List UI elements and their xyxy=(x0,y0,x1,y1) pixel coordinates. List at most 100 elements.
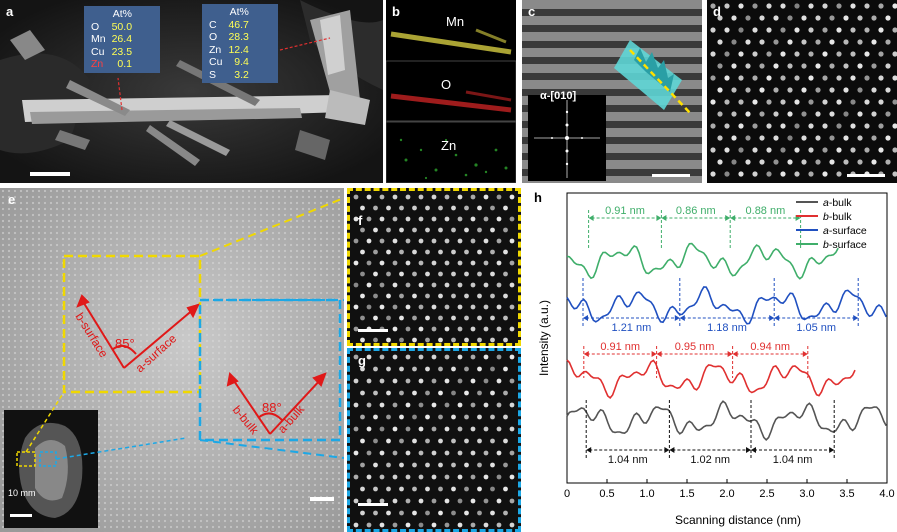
atom-dot xyxy=(373,510,378,516)
x-tick-label: 3.5 xyxy=(839,488,854,500)
atom-dot xyxy=(392,378,398,384)
atom-dot xyxy=(780,147,786,153)
atom-dot xyxy=(451,414,456,420)
atom-dot xyxy=(360,337,365,343)
atom-dot xyxy=(745,111,751,117)
atom-dot xyxy=(392,216,398,222)
atom-dot xyxy=(710,51,716,57)
atom-dot xyxy=(815,87,821,93)
atom-dot xyxy=(808,51,814,57)
atom-dot xyxy=(857,39,863,45)
atom-dot xyxy=(850,27,856,33)
atom-dot xyxy=(412,390,417,396)
atom-dot xyxy=(822,27,828,33)
atom-dot xyxy=(724,147,730,153)
atom-dot xyxy=(724,3,730,9)
atom-dot xyxy=(464,249,469,255)
spacing-label: 1.02 nm xyxy=(690,454,730,466)
atom-dot xyxy=(808,171,814,177)
panel-label: d xyxy=(713,4,721,19)
value: 46.7 xyxy=(228,18,249,31)
atom-dot xyxy=(405,216,411,222)
atom-dot xyxy=(509,522,515,528)
atom-dot xyxy=(360,510,365,516)
atom-dot xyxy=(477,271,482,277)
atom-dot xyxy=(418,450,424,456)
atom-dot xyxy=(787,159,793,165)
atom-dot xyxy=(360,315,365,321)
atom-dot xyxy=(360,205,365,211)
atom-dot xyxy=(878,99,884,105)
element: Zn xyxy=(209,43,222,56)
atom-dot xyxy=(470,378,476,384)
atom-dot xyxy=(850,123,856,129)
atom-dot xyxy=(425,249,430,255)
atom-dot xyxy=(425,293,430,299)
atom-dot xyxy=(405,326,411,332)
atom-dot xyxy=(353,450,359,456)
atom-dot xyxy=(451,271,456,277)
atom-dot xyxy=(438,249,443,255)
atom-dot xyxy=(857,135,863,141)
panel-e-image: b-surface a-surface 85° b-bulk a-bulk 88… xyxy=(0,188,344,532)
panel-d-image: d xyxy=(707,0,897,183)
scale-bar xyxy=(847,174,885,177)
atom-dot xyxy=(457,522,463,528)
atom-dot xyxy=(405,522,411,528)
atom-dot xyxy=(724,27,730,33)
atomic-lattice xyxy=(353,354,515,528)
atom-dot xyxy=(843,135,849,141)
atom-dot xyxy=(766,99,772,105)
atom-dot xyxy=(503,249,508,255)
atom-dot xyxy=(738,51,744,57)
atom-dot xyxy=(477,315,482,321)
atom-dot xyxy=(731,111,737,117)
atom-dot xyxy=(871,87,877,93)
atom-dot xyxy=(386,462,391,468)
atom-dot xyxy=(373,205,378,211)
atom-dot xyxy=(717,111,723,117)
atom-dot xyxy=(822,75,828,81)
atom-dot xyxy=(878,75,884,81)
atom-dot xyxy=(412,271,417,277)
atom-dot xyxy=(431,304,437,310)
arrow-head xyxy=(829,447,835,453)
atom-dot xyxy=(457,282,463,288)
atom-dot xyxy=(431,354,437,360)
atom-dot xyxy=(490,510,495,516)
atom-dot xyxy=(477,438,482,444)
atom-dot xyxy=(444,378,450,384)
atom-dot xyxy=(836,99,842,105)
atom-dot xyxy=(815,111,821,117)
atom-dot xyxy=(752,27,758,33)
atom-dot xyxy=(425,315,430,321)
atom-dot xyxy=(431,498,437,504)
atom-dot xyxy=(379,282,385,288)
panel-label: h xyxy=(534,190,542,205)
atom-dot xyxy=(509,378,515,384)
atom-dot xyxy=(425,205,430,211)
x-tick-label: 3.0 xyxy=(799,488,814,500)
atom-dot xyxy=(399,205,404,211)
atomic-lattice xyxy=(710,3,897,177)
atom-dot xyxy=(444,522,450,528)
atom-dot xyxy=(431,238,437,244)
atom-dot xyxy=(379,378,385,384)
atom-dot xyxy=(503,510,508,516)
atom-dot xyxy=(483,450,489,456)
atom-dot xyxy=(444,194,450,200)
atom-dot xyxy=(509,402,515,408)
series-line-a-bulk xyxy=(566,400,887,442)
atom-dot xyxy=(386,271,391,277)
map-label-o: O xyxy=(441,77,452,92)
atom-dot xyxy=(766,3,772,9)
atom-dot xyxy=(366,450,372,456)
atom-dot xyxy=(386,315,391,321)
arrow-head xyxy=(669,447,675,453)
atom-dot xyxy=(360,438,365,444)
atom-dot xyxy=(815,15,821,21)
atom-dot xyxy=(457,498,463,504)
atom-dot xyxy=(780,123,786,129)
atom-dot xyxy=(885,87,891,93)
atom-dot xyxy=(405,378,411,384)
